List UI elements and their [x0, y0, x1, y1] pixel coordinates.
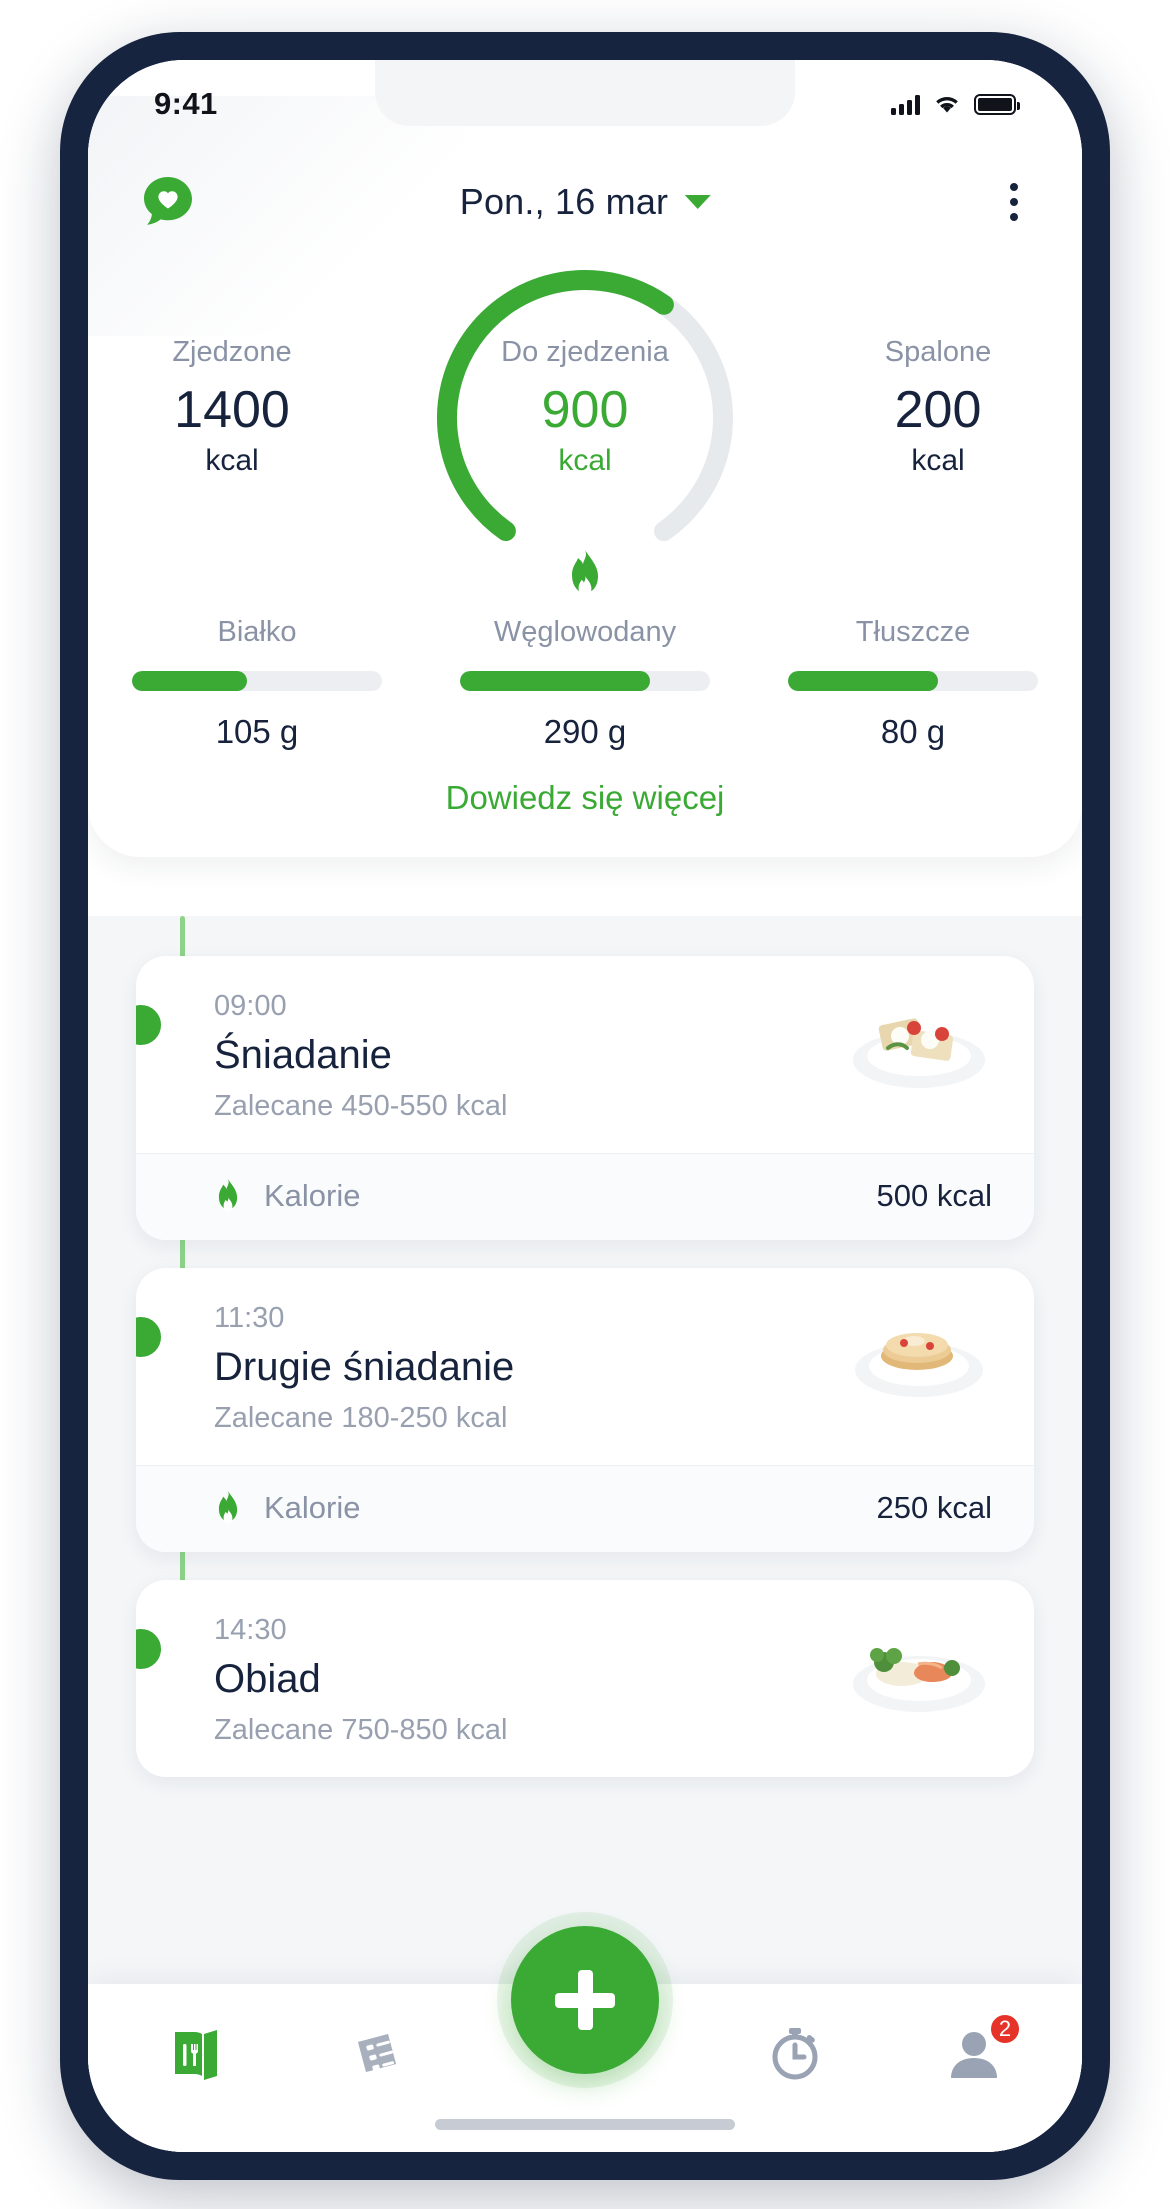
learn-more-link[interactable]: Dowiedz się więcej	[445, 779, 725, 816]
macro-label: Białko	[217, 616, 297, 648]
calories-value: 250 kcal	[876, 1490, 992, 1525]
flame-icon	[218, 1491, 238, 1524]
stat-eaten: Zjedzone 1400 kcal	[112, 336, 352, 478]
nav-item-profile[interactable]: 2	[930, 2012, 1022, 2092]
menu-book-icon	[175, 2030, 217, 2080]
meal-card[interactable]: 09:00 Śniadanie Zalecane 450-550 kcal Kalor…	[136, 956, 1034, 1240]
macros-row: Białko 105 g Węglowodany 290 g Tłuszcze 80 g	[88, 588, 1082, 751]
meal-name: Drugie śniadanie	[214, 1345, 515, 1389]
meal-recommended-range: Zalecane 750-850 kcal	[214, 1714, 508, 1746]
macro-progress-fill	[788, 671, 938, 691]
meals-list: 09:00 Śniadanie Zalecane 450-550 kcal Kalor…	[88, 956, 1082, 1777]
meal-thumbnail	[844, 982, 994, 1102]
meal-calories-row[interactable]: Kalorie 250 kcal	[136, 1465, 1034, 1552]
home-indicator	[435, 2119, 735, 2130]
macro-value: 105 g	[215, 713, 299, 750]
stopwatch-icon	[772, 2028, 818, 2080]
profile-badge: 2	[988, 2012, 1022, 2046]
date-selector[interactable]: Pon., 16 mar	[460, 181, 711, 223]
meal-name: Śniadanie	[214, 1033, 392, 1077]
selected-date-label: Pon., 16 mar	[459, 181, 669, 222]
meal-time: 09:00	[214, 990, 287, 1022]
calories-value: 500 kcal	[876, 1178, 992, 1213]
plus-icon	[577, 1970, 593, 2030]
meal-header: 14:30 Obiad Zalecane 750-850 kcal	[136, 1580, 1034, 1777]
daily-summary-card: Pon., 16 mar	[88, 60, 1082, 857]
kebab-dot	[1010, 183, 1018, 191]
meal-name: Obiad	[214, 1657, 321, 1701]
macro-progress-track	[460, 671, 710, 691]
meal-time: 11:30	[214, 1302, 285, 1334]
macro-progress-track	[788, 671, 1038, 691]
stat-remaining-unit: kcal	[558, 443, 612, 477]
macro-label: Węglowodany	[493, 616, 677, 648]
add-meal-fab[interactable]	[511, 1926, 659, 2074]
stat-eaten-label: Zjedzone	[172, 336, 292, 368]
bottom-navigation-bar[interactable]: 2	[88, 1926, 1082, 2152]
calories-label: Kalorie	[264, 1178, 361, 1213]
calorie-progress-ring	[437, 270, 733, 566]
app-header: Pon., 16 mar	[88, 164, 1082, 240]
meal-thumbnail	[844, 1606, 994, 1726]
meal-thumbnail	[844, 1294, 994, 1414]
wifi-icon	[936, 96, 958, 112]
stat-eaten-value: 1400	[174, 381, 290, 439]
stat-burned-label: Spalone	[884, 336, 992, 368]
stat-burned-value: 200	[894, 381, 982, 439]
meal-card[interactable]: 14:30 Obiad Zalecane 750-850 kcal	[136, 1580, 1034, 1777]
status-bar: 9:41	[88, 60, 1082, 148]
phone-frame: Pon., 16 mar	[60, 32, 1110, 2180]
stat-remaining: Do zjedzenia 900 kcal	[435, 336, 735, 478]
kebab-dot	[1010, 198, 1018, 206]
stat-burned: Spalone 200 kcal	[818, 336, 1058, 478]
kebab-menu-icon[interactable]	[998, 175, 1030, 229]
meal-header: 09:00 Śniadanie Zalecane 450-550 kcal	[136, 956, 1034, 1153]
macro-value: 80 g	[880, 713, 946, 750]
kebab-dot	[1010, 213, 1018, 221]
calorie-ring-block: Zjedzone 1400 kcal Do zjedzenia 900 kcal…	[88, 258, 1082, 597]
meal-recommended-range: Zalecane 450-550 kcal	[214, 1090, 508, 1122]
signal-bars-icon	[891, 94, 920, 115]
stat-eaten-unit: kcal	[205, 443, 259, 477]
status-time: 9:41	[154, 86, 218, 121]
nav-item-stopwatch[interactable]	[751, 2014, 839, 2092]
macro-label: Tłuszcze	[855, 616, 971, 648]
calories-label: Kalorie	[264, 1490, 361, 1525]
macro-progress-fill	[460, 671, 650, 691]
flame-icon	[218, 1179, 238, 1212]
meal-recommended-range: Zalecane 180-250 kcal	[214, 1402, 508, 1434]
heart-chat-bubble-logo[interactable]	[140, 174, 196, 230]
chevron-down-icon	[684, 195, 711, 209]
meal-card[interactable]: 11:30 Drugie śniadanie Zalecane 180-250 kc…	[136, 1268, 1034, 1552]
stat-remaining-value: 900	[541, 381, 629, 439]
profile-icon	[951, 2032, 997, 2078]
macro-1: Węglowodany 290 g	[460, 616, 710, 751]
stat-remaining-label: Do zjedzenia	[501, 336, 669, 368]
flame-icon	[572, 550, 598, 597]
status-indicators	[891, 93, 1020, 115]
battery-full-icon	[974, 93, 1020, 115]
phone-screen: Pon., 16 mar	[88, 60, 1082, 2152]
nav-item-shopping-list[interactable]	[331, 2014, 419, 2092]
shopping-list-icon	[358, 2034, 396, 2072]
stat-burned-unit: kcal	[911, 443, 965, 477]
macro-progress-track	[132, 671, 382, 691]
nav-item-menu-book[interactable]	[152, 2014, 240, 2092]
meal-time: 14:30	[214, 1614, 287, 1646]
macro-progress-fill	[132, 671, 247, 691]
macro-2: Tłuszcze 80 g	[788, 616, 1038, 751]
macro-0: Białko 105 g	[132, 616, 382, 751]
nav-items: 2	[88, 1984, 1082, 2096]
meals-timeline[interactable]: 09:00 Śniadanie Zalecane 450-550 kcal Kalor…	[88, 916, 1082, 2152]
meal-header: 11:30 Drugie śniadanie Zalecane 180-250 kc…	[136, 1268, 1034, 1465]
macro-value: 290 g	[543, 713, 627, 750]
meal-calories-row[interactable]: Kalorie 500 kcal	[136, 1153, 1034, 1240]
